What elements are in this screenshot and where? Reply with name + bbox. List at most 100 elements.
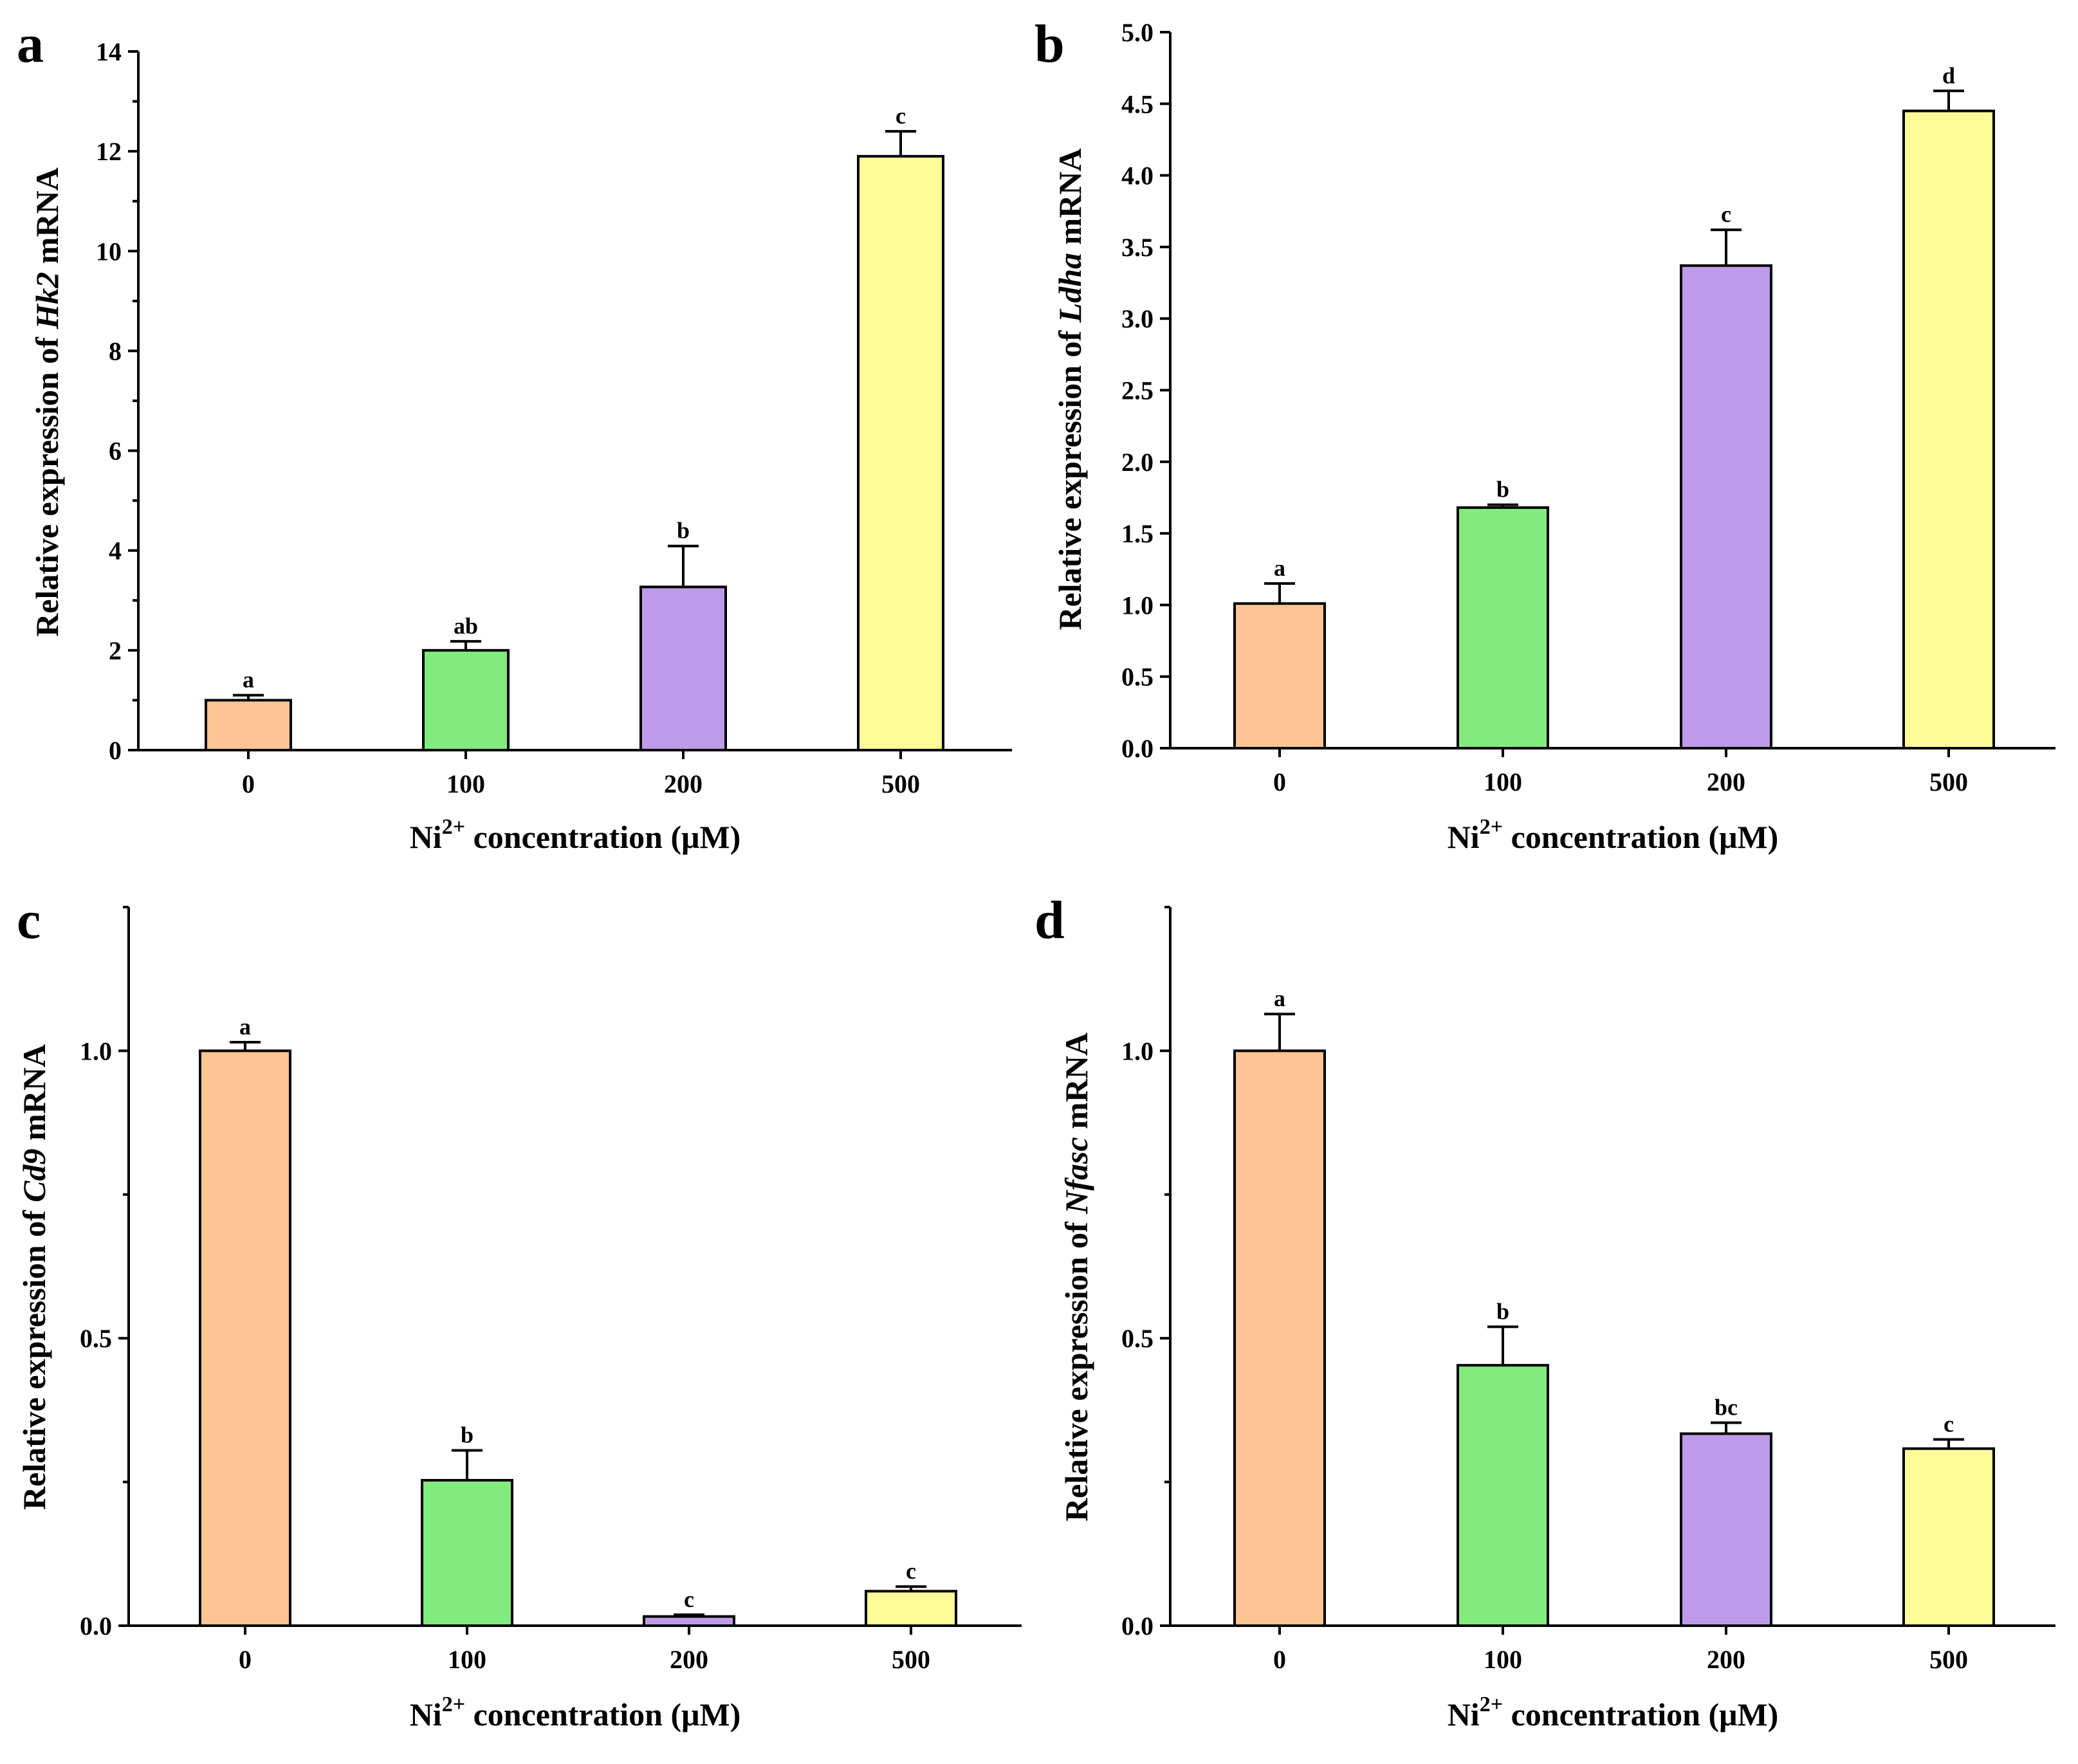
panel-label: a xyxy=(17,14,44,74)
significance-label: b xyxy=(1496,1298,1509,1324)
bar-0 xyxy=(205,699,292,752)
bar-200 xyxy=(1680,1432,1772,1627)
error-bar xyxy=(1264,1013,1295,1051)
error-bar xyxy=(674,1613,704,1617)
y-axis-title: Relative expression of Hk2 mRNA xyxy=(29,167,65,637)
panel-label: c xyxy=(17,890,41,950)
significance-label: b xyxy=(461,1422,474,1447)
y-tick-label: 0.5 xyxy=(80,1324,112,1353)
bar-200 xyxy=(1680,264,1772,749)
panel-label: d xyxy=(1034,890,1065,950)
error-bar xyxy=(1487,1325,1518,1366)
x-axis-title: Ni2+ concentration (μM) xyxy=(1448,815,1779,855)
error-bar xyxy=(233,694,264,701)
error-bar xyxy=(1487,503,1518,508)
error-bar xyxy=(1711,1421,1742,1434)
bar-0 xyxy=(1233,1049,1326,1627)
y-tick-label: 0 xyxy=(109,736,122,765)
y-tick-label: 3.5 xyxy=(1121,233,1154,262)
x-tick-label: 200 xyxy=(670,1645,708,1674)
y-tick-label: 2.0 xyxy=(1121,448,1154,477)
error-bar xyxy=(668,544,699,587)
error-bar xyxy=(1711,228,1742,266)
y-tick-label: 4.5 xyxy=(1121,89,1154,118)
y-tick-label: 12 xyxy=(96,137,122,166)
significance-label: c xyxy=(896,103,906,129)
x-tick-label: 100 xyxy=(446,769,485,798)
y-tick-label: 1.0 xyxy=(1121,591,1154,620)
chart-panel-b: b 0.0 0.5 1.0 1.5 2.0 2.5 3.0 3.5 4.0 4.5 5.0 a 0 b 100… xyxy=(1034,14,2055,855)
significance-label: bc xyxy=(1715,1395,1738,1420)
error-bar xyxy=(452,1449,483,1480)
significance-label: c xyxy=(1944,1411,1954,1437)
significance-label: b xyxy=(677,518,690,544)
y-tick-label: 1.0 xyxy=(80,1036,112,1065)
x-tick-label: 100 xyxy=(1484,767,1522,796)
chart-panel-d: d 0.0 0.5 1.0 a 0 b 100 bc 200 c 500 Relative expres… xyxy=(1034,890,2055,1732)
chart-panel-a: a 0 2 4 6 8 10 12 14 a 0 ab 100 b 200 c 500 Relative expr… xyxy=(17,14,1012,855)
x-tick-label: 200 xyxy=(1707,1645,1745,1674)
y-tick-label: 2 xyxy=(109,636,122,665)
significance-label: c xyxy=(1721,201,1731,227)
y-tick-label: 4 xyxy=(109,537,122,565)
y-axis-title: Relative expression of Ldha mRNA xyxy=(1052,148,1088,630)
significance-label: c xyxy=(684,1586,694,1612)
x-tick-label: 0 xyxy=(242,769,255,798)
x-tick-label: 0 xyxy=(1273,767,1286,796)
x-tick-label: 500 xyxy=(881,769,920,798)
bar-500 xyxy=(1902,109,1995,749)
bar-200 xyxy=(643,1615,735,1627)
y-tick-label: 1.5 xyxy=(1121,519,1154,548)
x-tick-label: 0 xyxy=(1273,1645,1286,1674)
bar-0 xyxy=(199,1049,291,1627)
y-tick-label: 14 xyxy=(96,37,122,66)
bar-200 xyxy=(639,585,727,751)
y-tick-label: 0.0 xyxy=(80,1612,112,1640)
bar-500 xyxy=(1902,1447,1995,1628)
x-tick-label: 500 xyxy=(892,1645,930,1674)
x-tick-label: 500 xyxy=(1929,1645,1968,1674)
error-bar xyxy=(450,639,481,650)
bar-500 xyxy=(865,1590,957,1628)
significance-label: a xyxy=(1274,986,1285,1011)
bar-100 xyxy=(422,648,510,751)
y-axis-title: Relative expression of Cd9 mRNA xyxy=(16,1044,52,1510)
y-tick-label: 2.5 xyxy=(1121,376,1154,405)
significance-label: d xyxy=(1942,62,1955,88)
x-tick-label: 0 xyxy=(239,1645,252,1674)
bar-100 xyxy=(1457,506,1549,749)
y-tick-label: 4.0 xyxy=(1121,161,1154,190)
significance-label: a xyxy=(239,1014,251,1040)
significance-label: a xyxy=(1274,555,1285,581)
significance-label: c xyxy=(906,1558,916,1584)
y-axis-title: Relative expression of Nfasc mRNA xyxy=(1058,1033,1094,1521)
y-tick-label: 10 xyxy=(96,237,122,266)
y-tick-label: 3.0 xyxy=(1121,304,1154,333)
y-tick-label: 0.0 xyxy=(1121,734,1154,763)
error-bar xyxy=(1933,1438,1964,1449)
x-tick-label: 200 xyxy=(1707,767,1745,796)
x-tick-label: 100 xyxy=(1484,1645,1522,1674)
panel-label: b xyxy=(1034,14,1065,74)
chart-panel-c: c 0.0 0.5 1.0 a 0 b 100 c 200 c 500 Relative express… xyxy=(16,890,1022,1732)
significance-label: b xyxy=(1496,477,1509,502)
y-tick-label: 8 xyxy=(109,336,122,365)
x-axis-title: Ni2+ concentration (μM) xyxy=(410,815,741,855)
y-tick-label: 0.5 xyxy=(1121,663,1154,692)
error-bar xyxy=(896,1585,926,1592)
y-tick-label: 0.5 xyxy=(1121,1324,1154,1353)
bar-100 xyxy=(421,1478,513,1627)
y-tick-label: 1.0 xyxy=(1121,1036,1154,1065)
x-tick-label: 200 xyxy=(664,769,703,798)
significance-label: a xyxy=(243,667,254,693)
y-tick-label: 5.0 xyxy=(1121,18,1154,47)
error-bar xyxy=(885,130,916,156)
bar-500 xyxy=(857,154,944,751)
bar-0 xyxy=(1233,602,1326,750)
x-tick-label: 500 xyxy=(1929,767,1968,796)
bar-100 xyxy=(1457,1364,1549,1628)
error-bar xyxy=(230,1041,261,1051)
y-tick-label: 6 xyxy=(109,437,122,466)
x-axis-title: Ni2+ concentration (μM) xyxy=(410,1693,741,1732)
